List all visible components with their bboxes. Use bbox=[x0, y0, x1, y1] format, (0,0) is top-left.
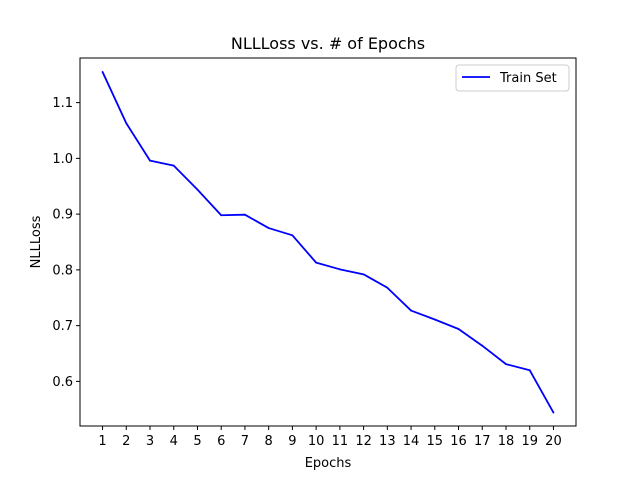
data-point bbox=[386, 286, 389, 289]
y-tick-label: 0.7 bbox=[52, 319, 73, 334]
data-point bbox=[457, 328, 460, 330]
x-tick-label: 19 bbox=[521, 434, 538, 449]
y-tick-label: 0.9 bbox=[52, 208, 73, 223]
data-point bbox=[125, 122, 128, 125]
data-point bbox=[101, 71, 104, 73]
data-point bbox=[172, 164, 175, 167]
data-point bbox=[149, 159, 151, 162]
legend-box bbox=[455, 64, 570, 92]
x-tick-label: 17 bbox=[474, 434, 491, 449]
legend: Train Set bbox=[455, 64, 570, 92]
y-tick-label: 0.6 bbox=[52, 375, 73, 390]
data-point bbox=[220, 214, 223, 217]
x-tick-label: 16 bbox=[450, 434, 467, 449]
data-point bbox=[291, 234, 294, 237]
x-tick-label: 13 bbox=[379, 434, 396, 449]
data-point bbox=[267, 227, 270, 229]
x-tick-label: 12 bbox=[355, 434, 372, 449]
data-point bbox=[433, 318, 436, 321]
x-axis-label: Epochs bbox=[305, 456, 352, 471]
x-tick-label: 5 bbox=[193, 434, 201, 449]
x-tick-label: 18 bbox=[498, 434, 515, 449]
data-point bbox=[244, 213, 246, 216]
series-layer bbox=[101, 71, 555, 414]
x-tick-label: 11 bbox=[332, 434, 349, 449]
data-point bbox=[315, 261, 318, 264]
x-tick-label: 10 bbox=[308, 434, 325, 449]
x-tick-label: 3 bbox=[146, 434, 154, 449]
x-tick-label: 7 bbox=[241, 434, 249, 449]
data-point bbox=[552, 411, 555, 414]
data-point bbox=[362, 273, 365, 276]
data-point bbox=[196, 188, 199, 191]
data-point bbox=[481, 344, 484, 347]
x-tick-label: 1 bbox=[98, 434, 106, 449]
data-point bbox=[410, 309, 412, 312]
x-tick-label: 15 bbox=[427, 434, 444, 449]
data-point bbox=[505, 363, 507, 366]
x-tick-label: 4 bbox=[170, 434, 178, 449]
y-tick-label: 0.8 bbox=[52, 263, 73, 278]
data-point bbox=[338, 268, 341, 271]
x-tick-label: 9 bbox=[288, 434, 296, 449]
y-tick-label: 1.1 bbox=[52, 96, 73, 111]
y-axis-ticks: 0.6 0.7 0.8 0.9 1.0 1.1 bbox=[52, 96, 80, 390]
data-point bbox=[528, 369, 531, 372]
series-line-train-set bbox=[101, 71, 555, 414]
x-tick-label: 8 bbox=[265, 434, 273, 449]
x-axis-ticks: 1 2 3 4 5 6 7 8 9 10 11 12 13 14 15 16 17 18 19 20 bbox=[98, 426, 562, 449]
y-axis-label: NLLLoss bbox=[29, 215, 44, 268]
x-tick-label: 14 bbox=[403, 434, 420, 449]
x-tick-label: 6 bbox=[217, 434, 225, 449]
x-tick-label: 20 bbox=[545, 434, 562, 449]
x-tick-label: 2 bbox=[122, 434, 130, 449]
plot-area bbox=[79, 57, 577, 427]
y-tick-label: 1.0 bbox=[52, 152, 73, 167]
chart-title: NLLLoss vs. # of Epochs bbox=[231, 34, 425, 53]
legend-label-train-set: Train Set bbox=[499, 71, 557, 86]
